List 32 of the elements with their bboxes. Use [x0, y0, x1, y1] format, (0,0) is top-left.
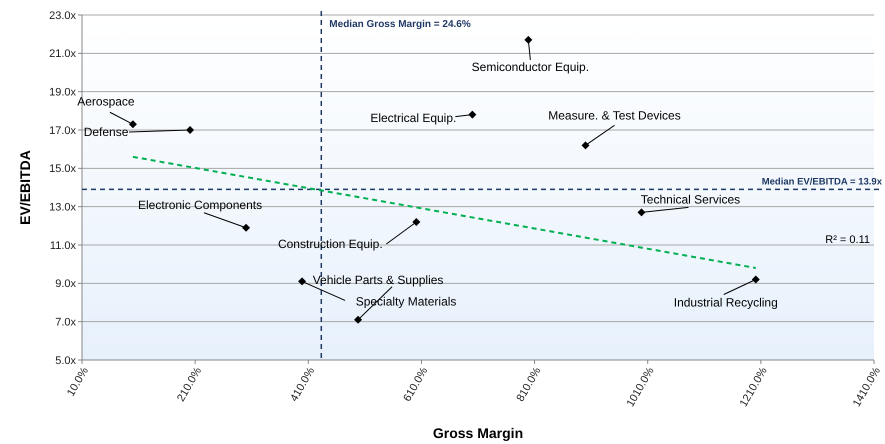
annotation: Construction Equip. [278, 237, 383, 252]
point [298, 277, 306, 286]
x-axis-title: Gross Margin [432, 425, 524, 441]
y-tick-label: 11.0x [50, 240, 76, 252]
point [581, 141, 590, 150]
y-tick-label: 7.0x [55, 316, 76, 329]
y-tick-label: 19.0x [49, 86, 76, 99]
point [752, 276, 760, 284]
y-tick-label: 23.0x [49, 10, 76, 22]
point [412, 218, 420, 226]
y-axis-title: EV/EBITDA [17, 150, 33, 225]
annotation: Vehicle Parts & Supplies [312, 272, 444, 287]
point [354, 316, 362, 324]
y-tick-label: 17.0x [49, 124, 76, 137]
annotation: Median Gross Margin = 24.6% [329, 19, 471, 30]
annotation: Electrical Equip. [370, 110, 456, 125]
y-tick-label: 21.0x [49, 48, 76, 60]
annotation: Measure. & Test Devices [548, 108, 681, 123]
y-tick-label: 13.0x [49, 202, 76, 214]
ref-line-label: Median EV/EBITDA = 13.9x [762, 176, 883, 188]
annotation: Semiconductor Equip. [472, 60, 590, 74]
annotation: Aerospace [77, 94, 135, 108]
annotation: Electronic Components [138, 198, 262, 212]
point [128, 120, 137, 128]
annotation: Industrial Recycling [674, 296, 778, 310]
y-tick-label: 9.0x [55, 278, 76, 290]
annotation: Defense [84, 125, 129, 140]
y-tick-label: 15.0x [49, 163, 76, 176]
annotation: Technical Services [640, 192, 740, 207]
y-tick-label: 5.0x [55, 354, 76, 367]
annotation: R² = 0.11 [825, 234, 870, 246]
point [242, 224, 250, 232]
